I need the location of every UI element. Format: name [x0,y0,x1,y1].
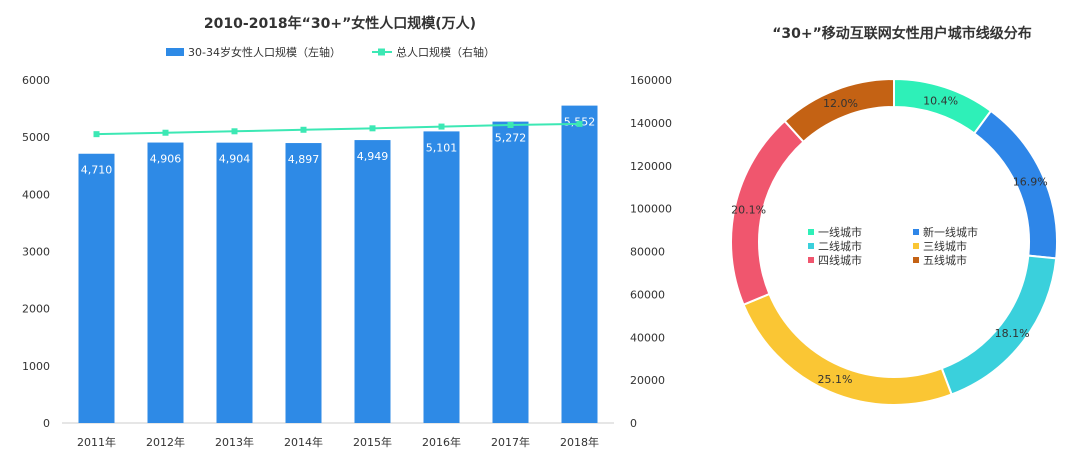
y-right-tick-label: 100000 [630,203,672,216]
population-bar-line-chart: 2010-2018年“30+”女性人口规模(万人) 30-34岁女性人口规模（左… [22,15,672,449]
x-tick-label: 2014年 [284,435,323,449]
x-tick-label: 2016年 [422,435,461,449]
legend-swatch [808,257,814,263]
legend-bar-label: 30-34岁女性人口规模（左轴） [188,45,341,59]
legend-swatch [913,229,919,235]
bar [78,153,115,423]
bar-value-label: 4,904 [219,153,251,166]
bar-value-label: 5,101 [426,141,458,154]
x-tick-label: 2012年 [146,435,185,449]
slice-percent-label: 16.9% [1013,176,1048,189]
donut-slices: 10.4% 16.9% 18.1% 25.1% 20.1% 12.0% [730,77,1058,406]
legend-label: 二线城市 [818,239,862,253]
line-point [576,120,583,127]
legend-label: 三线城市 [923,239,967,253]
donut-slice [742,292,953,406]
legend-line-label: 总人口规模（右轴） [396,45,495,59]
legend-line-marker [378,48,385,56]
legend-swatch [913,257,919,263]
legend-label: 五线城市 [923,253,967,267]
bar-value-label: 4,906 [150,153,182,166]
donut-slice [940,254,1058,396]
legend-bar-swatch [166,48,184,56]
y-right-tick-label: 20000 [630,374,665,387]
left-chart-title: 2010-2018年“30+”女性人口规模(万人) [204,15,476,32]
x-tick-label: 2013年 [215,435,254,449]
y-right-tick-label: 0 [630,417,637,430]
x-tick-label: 2018年 [560,435,599,449]
x-tick-label: 2011年 [77,435,116,449]
y-left-tick-label: 4000 [22,188,50,201]
bar-value-label: 4,897 [288,153,320,166]
slice-percent-label: 12.0% [823,97,858,110]
y-right-tick-label: 60000 [630,288,665,301]
legend-label: 一线城市 [818,225,862,239]
slice-percent-label: 20.1% [731,203,766,216]
line-point [300,126,307,133]
legend-label: 四线城市 [818,253,862,267]
y-right-tick-label: 80000 [630,246,665,259]
legend-label: 新一线城市 [923,225,978,239]
y-left-tick-label: 5000 [22,131,50,144]
y-right-tick-label: 140000 [630,117,672,130]
line-point [438,123,445,130]
line-point [507,122,514,129]
left-chart-legend: 30-34岁女性人口规模（左轴） 总人口规模（右轴） [166,45,495,59]
line-point [93,131,100,138]
y-right-tick-label: 120000 [630,160,672,173]
legend-swatch [808,243,814,249]
right-chart-title: “30+”移动互联网女性用户城市线级分布 [772,25,1032,42]
donut-slice [783,77,895,144]
legend-swatch [913,243,919,249]
line-point [162,129,169,136]
y-left-tick-label: 2000 [22,303,50,316]
line-point [369,125,376,132]
bar-series: 4,710 2011年 4,906 2012年 4,904 2013年 4,897 2014年… [77,105,599,449]
left-chart-axes: 0100020003000400050006000020000400006000… [22,74,672,430]
y-left-tick-label: 3000 [22,246,50,259]
line-point [231,128,238,135]
city-tier-donut-chart: “30+”移动互联网女性用户城市线级分布 10.4% 16.9% 18.1% 25.1… [730,25,1058,406]
bar-value-label: 4,949 [357,150,389,163]
bar [354,140,391,424]
y-left-tick-label: 1000 [22,360,50,373]
bar [492,121,529,423]
bar [561,105,598,424]
total-population-line [96,122,580,136]
bar [285,143,322,423]
bar [147,142,184,423]
y-left-tick-label: 6000 [22,74,50,87]
legend-swatch [808,229,814,235]
y-right-tick-label: 40000 [630,331,665,344]
y-right-tick-label: 160000 [630,74,672,87]
bar [423,131,460,424]
y-left-tick-label: 0 [43,417,50,430]
bar-value-label: 4,710 [81,164,113,177]
x-tick-label: 2017年 [491,435,530,449]
x-tick-label: 2015年 [353,435,392,449]
slice-percent-label: 18.1% [995,327,1030,340]
slice-percent-label: 25.1% [818,373,853,386]
slice-percent-label: 10.4% [923,94,958,107]
line-series [93,120,583,138]
bar-value-label: 5,272 [495,132,527,145]
bar [216,142,253,423]
